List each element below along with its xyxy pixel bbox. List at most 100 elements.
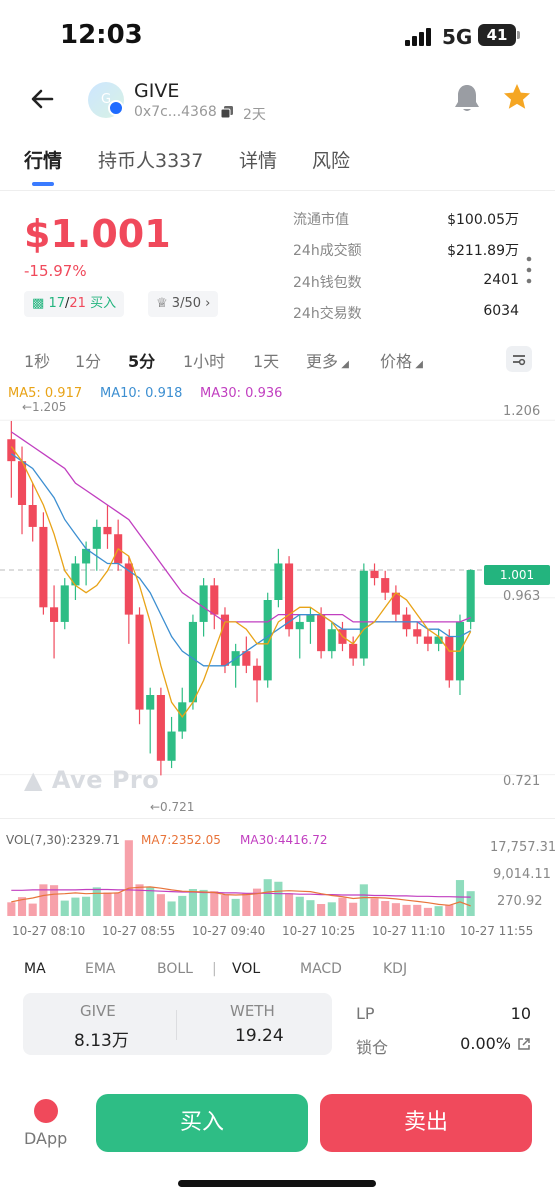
candle-body — [7, 439, 16, 462]
candle-body — [167, 731, 176, 761]
volume-bar — [263, 879, 272, 916]
ind-ema[interactable]: EMA — [85, 961, 116, 977]
signal-icon — [405, 28, 433, 46]
volume-bar — [50, 885, 59, 916]
tab-holders[interactable]: 持币人3337 — [98, 150, 204, 172]
tf-1s[interactable]: 1秒 — [24, 352, 51, 371]
sell-button[interactable]: 卖出 — [320, 1094, 532, 1152]
dapp-label[interactable]: DApp — [24, 1129, 68, 1148]
volume-bar — [82, 896, 91, 916]
tf-more[interactable]: 更多 ◢ — [306, 348, 349, 372]
lp-label: LP — [356, 1004, 375, 1023]
buyers-pill[interactable]: ▩ 17/21 买入 — [24, 291, 125, 317]
volume-bar — [103, 892, 112, 916]
tf-price-label: 价格 — [380, 352, 413, 371]
candle-body — [39, 526, 48, 608]
volume-bar — [359, 884, 368, 916]
copy-icon[interactable] — [221, 106, 233, 118]
token-address[interactable]: 0x7c...4368 — [134, 104, 217, 120]
chart-settings-icon[interactable] — [506, 346, 532, 372]
candle-body — [413, 629, 422, 637]
candle-body — [146, 695, 155, 710]
tf-1m[interactable]: 1分 — [75, 352, 102, 371]
ma10-line — [10, 453, 472, 667]
candle-body — [220, 614, 230, 666]
candle-body — [423, 636, 432, 644]
volume-bar — [423, 907, 432, 916]
candle-body — [317, 614, 326, 652]
tf-5m[interactable]: 5分 — [128, 352, 156, 371]
ind-ma[interactable]: MA — [24, 961, 46, 977]
candlestick-chart[interactable] — [0, 400, 555, 818]
candle-body — [466, 570, 475, 622]
ma5-line — [10, 446, 472, 719]
volume-bar — [274, 881, 283, 916]
volume-bar — [295, 896, 304, 916]
star-icon[interactable] — [502, 82, 532, 112]
tf-price[interactable]: 价格 ◢ — [380, 348, 423, 372]
stat-label-wallets: 24h钱包数 — [293, 275, 362, 291]
vol-ma30: MA30:4416.72 — [240, 833, 328, 847]
tab-risk[interactable]: 风险 — [312, 150, 351, 172]
y-axis-mid: 0.963 — [503, 589, 541, 604]
volume-bar — [285, 893, 294, 916]
more-vertical-icon[interactable] — [526, 255, 532, 285]
ind-kdj[interactable]: KDJ — [383, 961, 408, 977]
volume-bar — [455, 880, 465, 916]
volume-bar — [231, 898, 240, 916]
stat-label-mcap: 流通市值 — [293, 212, 349, 228]
candle-body — [391, 592, 400, 615]
buy-button[interactable]: 买入 — [96, 1094, 308, 1152]
tf-1h[interactable]: 1小时 — [183, 352, 226, 371]
volume-bar — [370, 898, 379, 916]
bell-icon[interactable] — [452, 82, 482, 114]
stat-value-volume: $211.89万 — [447, 243, 519, 259]
volume-bar — [402, 904, 411, 916]
tab-details[interactable]: 详情 — [239, 150, 278, 172]
chevron-right-icon: › — [205, 296, 211, 311]
candle-body — [188, 621, 197, 703]
vol-axis-top: 17,757.31 — [490, 840, 555, 855]
stat-value-trades: 6034 — [483, 303, 519, 319]
back-arrow-icon[interactable] — [28, 84, 58, 114]
ind-macd[interactable]: MACD — [300, 961, 342, 977]
pool-separator — [176, 1010, 177, 1040]
rank-pill[interactable]: ♕ 3/50 › — [148, 291, 219, 317]
crown-icon: ♕ — [156, 296, 168, 311]
network-type: 5G — [442, 25, 473, 49]
chain-badge-icon — [108, 100, 124, 116]
candle-body — [124, 563, 133, 615]
time-label: 10-27 11:10 — [372, 924, 446, 938]
watermark-text: Ave Pro — [51, 766, 160, 794]
status-time: 12:03 — [60, 20, 143, 50]
ind-separator: | — [212, 961, 217, 977]
tab-market[interactable]: 行情 — [24, 150, 63, 172]
volume-bar — [178, 895, 187, 916]
vol-axis-bottom: 270.92 — [497, 894, 543, 909]
volume-bar — [146, 887, 155, 916]
candle-body — [17, 461, 27, 505]
current-price-tag: 1.001 — [484, 565, 550, 585]
candle-body — [242, 651, 251, 666]
time-label: 10-27 10:25 — [282, 924, 356, 938]
ind-vol[interactable]: VOL — [232, 961, 261, 977]
ind-boll[interactable]: BOLL — [157, 961, 193, 977]
volume-bar — [445, 904, 454, 916]
dapp-icon[interactable] — [34, 1099, 58, 1123]
tf-1d[interactable]: 1天 — [253, 352, 280, 371]
y-axis-bottom: 0.721 — [503, 774, 541, 789]
volume-bar — [92, 887, 101, 916]
lock-value: 0.00% — [460, 1034, 511, 1053]
candle-body — [285, 563, 294, 630]
candle-body — [370, 570, 379, 579]
candle-body — [349, 643, 358, 659]
candle-body — [82, 548, 91, 564]
time-label: 10-27 09:40 — [192, 924, 266, 938]
volume-bar — [28, 903, 37, 916]
vol-ma7: MA7:2352.05 — [141, 833, 221, 847]
money-bag-icon: ▩ — [32, 296, 45, 311]
volume-bar — [391, 903, 400, 916]
external-link-icon[interactable] — [516, 1036, 532, 1052]
candle-body — [50, 607, 59, 622]
buyers-label: 买入 — [90, 296, 117, 311]
